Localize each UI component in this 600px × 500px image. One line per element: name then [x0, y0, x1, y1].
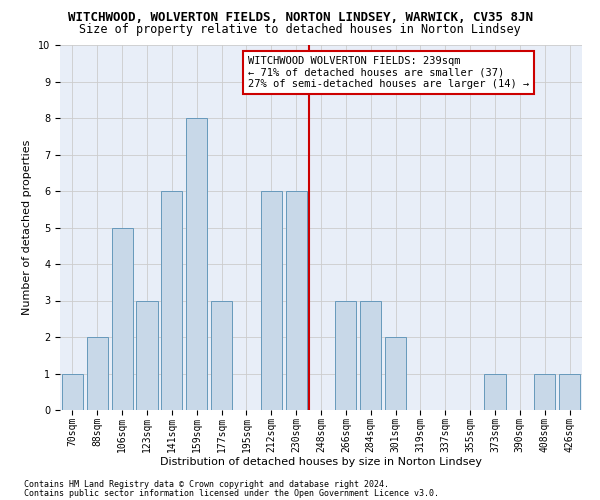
Bar [211, 300, 232, 410]
Y-axis label: Number of detached properties: Number of detached properties [22, 140, 32, 315]
Bar [484, 374, 506, 410]
Bar [335, 300, 356, 410]
Bar [186, 118, 207, 410]
X-axis label: Distribution of detached houses by size in Norton Lindsey: Distribution of detached houses by size … [160, 457, 482, 467]
Bar [136, 300, 158, 410]
Text: Size of property relative to detached houses in Norton Lindsey: Size of property relative to detached ho… [79, 22, 521, 36]
Bar [286, 191, 307, 410]
Bar [360, 300, 381, 410]
Bar [87, 337, 108, 410]
Bar [62, 374, 83, 410]
Text: WITCHWOOD WOLVERTON FIELDS: 239sqm
← 71% of detached houses are smaller (37)
27%: WITCHWOOD WOLVERTON FIELDS: 239sqm ← 71%… [248, 56, 529, 89]
Bar [534, 374, 555, 410]
Bar [559, 374, 580, 410]
Text: WITCHWOOD, WOLVERTON FIELDS, NORTON LINDSEY, WARWICK, CV35 8JN: WITCHWOOD, WOLVERTON FIELDS, NORTON LIND… [67, 11, 533, 24]
Bar [385, 337, 406, 410]
Bar [161, 191, 182, 410]
Text: Contains public sector information licensed under the Open Government Licence v3: Contains public sector information licen… [24, 488, 439, 498]
Bar [112, 228, 133, 410]
Bar [261, 191, 282, 410]
Text: Contains HM Land Registry data © Crown copyright and database right 2024.: Contains HM Land Registry data © Crown c… [24, 480, 389, 489]
